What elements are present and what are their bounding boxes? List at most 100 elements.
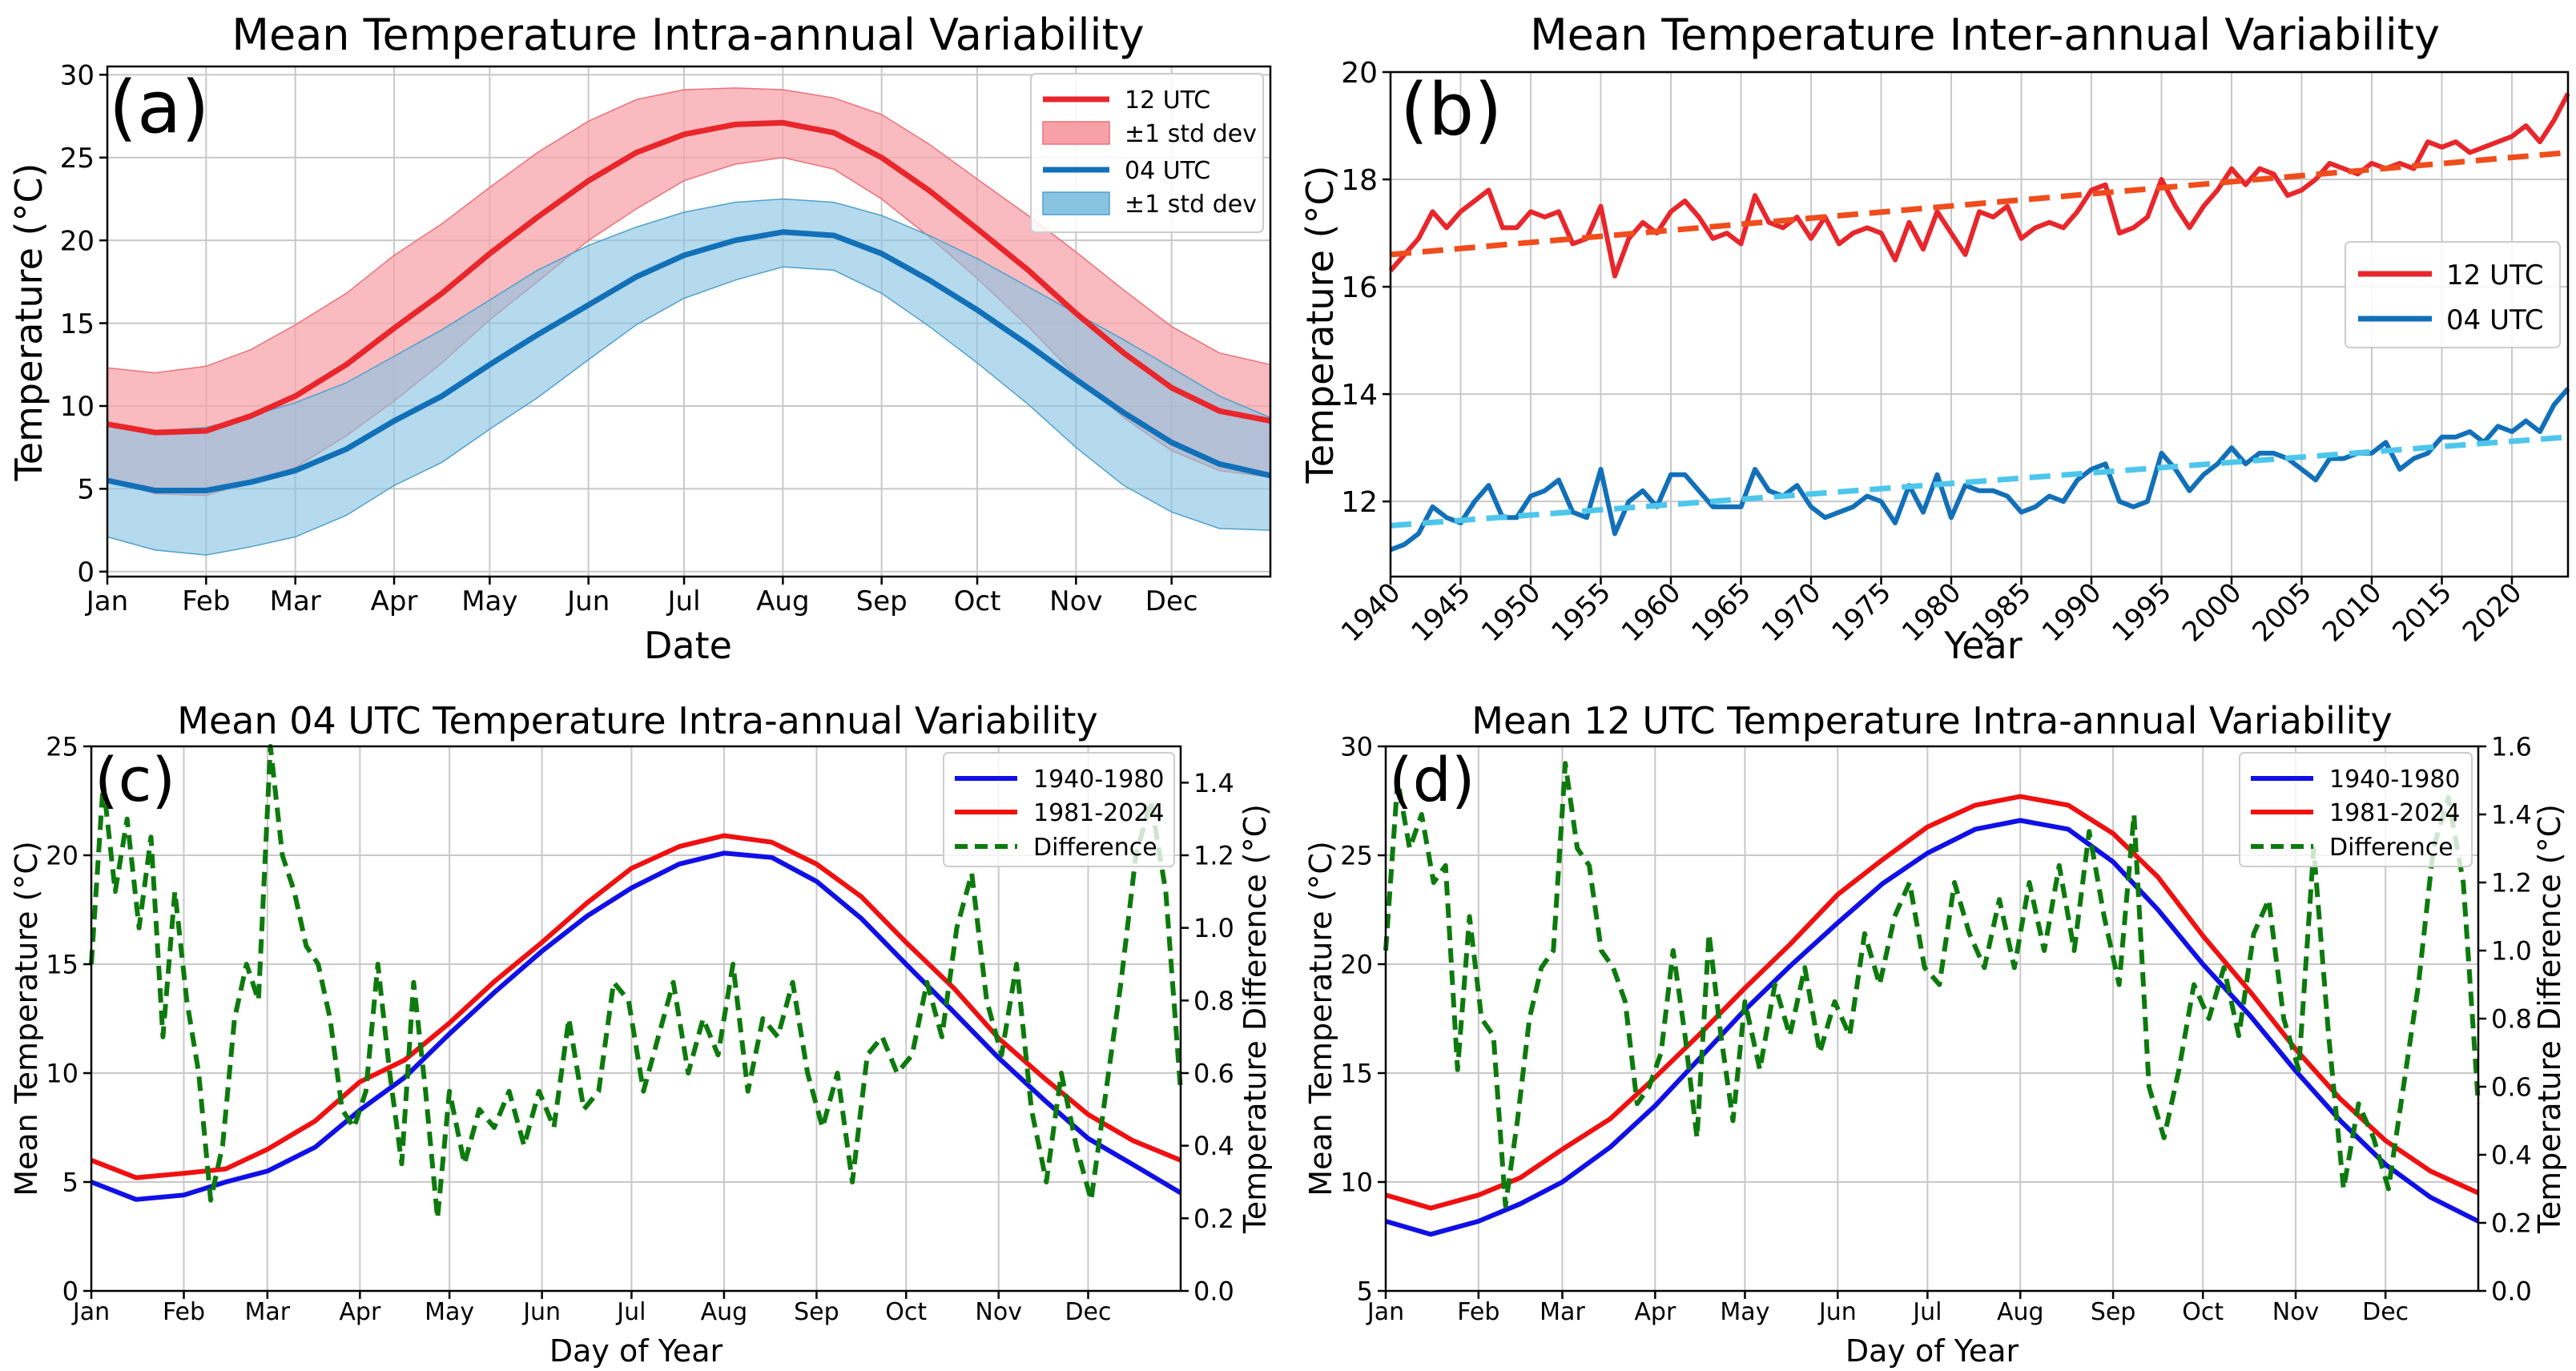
panel-d-xtick-label: Jun (1817, 1298, 1857, 1326)
panel-c-ytick-label: 25 (46, 732, 78, 762)
legend-a-04utc-std-label: ±1 std dev (1125, 191, 1257, 219)
panel-c-xlabel: Day of Year (549, 1333, 723, 1369)
panel-b-ytick-label: 16 (1341, 271, 1378, 304)
panel-d-y2tick-label: 1.0 (2491, 936, 2532, 967)
panel-c-marks (89, 744, 1183, 1221)
panel-b-ytick-label: 14 (1341, 379, 1378, 412)
legend-a-12utc-std-swatch (1042, 121, 1110, 145)
panel-d-ytick-label: 20 (1340, 950, 1373, 980)
panel-c-xtick-label: Aug (701, 1298, 748, 1326)
panel-a-frame (106, 65, 1272, 578)
panel-a-ytick-label: 5 (77, 474, 95, 506)
panel-c-label: (c) (95, 744, 175, 815)
panel-d-legend-box (2239, 752, 2473, 867)
panel-a-line-12utc (107, 119, 1271, 436)
panel-a: Mean Temperature Intra-annual Variabilit… (7, 10, 1272, 667)
panel-b-line-04utc (1389, 387, 2570, 553)
panel-c-y2label: Temperature Difference (°C) (1238, 804, 1273, 1234)
panel-a-xtick-label: Jan (85, 585, 128, 617)
panel-d-y2tick-label: 0.4 (2491, 1140, 2532, 1171)
panel-c-y2tick-label: 0.8 (1193, 986, 1234, 1016)
panel-d-line-1940-1980 (1385, 818, 2480, 1237)
panel-c-xtick-label: Dec (1065, 1298, 1111, 1326)
panel-a-xtick-label: Nov (1049, 585, 1102, 617)
panel-a-ylabel: Temperature (°C) (7, 163, 50, 481)
panel-a-xtick-label: May (461, 585, 517, 617)
legend-a-04utc-std-swatch (1042, 191, 1110, 215)
panel-b-legend: 12 UTC 04 UTC (2345, 241, 2561, 348)
panel-a-xtick-label: Mar (270, 585, 321, 617)
panel-a-xtick-label: Jun (566, 585, 610, 617)
panel-a-title: Mean Temperature Intra-annual Variabilit… (231, 10, 1144, 60)
panel-c-legend: 1940-1980 1981-2024 Difference (943, 752, 1175, 867)
panel-c-ytick-label: 20 (46, 841, 78, 871)
legend-b-12utc-label: 12 UTC (2446, 259, 2543, 291)
panel-a-axes: Jan Feb Mar Apr May Jun Jul Aug Sep Oct Nov Dec 0 5 10… (60, 60, 1198, 617)
panel-a-label: (a) (109, 66, 209, 150)
panel-a-xtick-label: Oct (954, 585, 1001, 617)
panel-c-xtick-label: Oct (885, 1298, 927, 1326)
panel-d-label: (d) (1389, 744, 1475, 815)
panel-b-label: (b) (1400, 68, 1502, 152)
panel-c-ytick-label: 5 (62, 1168, 78, 1198)
panel-a-xlabel: Date (644, 624, 732, 667)
panel-c-axes: Jan Feb Mar Apr May Jun Jul Aug Sep Oct Nov Dec 0 5 10… (46, 732, 1234, 1326)
panel-a-marks (107, 87, 1271, 556)
panel-b-title: Mean Temperature Inter-annual Variabilit… (1530, 10, 2440, 60)
panel-c-xtick-label: Jun (521, 1298, 561, 1326)
panel-c-ylabel: Mean Temperature (°C) (9, 841, 44, 1196)
panel-c-xtick-label: Nov (975, 1298, 1022, 1326)
panel-d-xlabel: Day of Year (1845, 1333, 2019, 1369)
panel-d-y2label: Temperature Difference (°C) (2532, 804, 2567, 1234)
panel-a-legend: 12 UTC ±1 std dev 04 UTC ±1 std dev (1030, 73, 1264, 233)
panel-c-xtick-label: Sep (794, 1298, 839, 1326)
panel-d-y2tick-label: 0.6 (2491, 1072, 2532, 1103)
panel-a-xtick-label: Feb (182, 585, 230, 617)
panel-a-xtick-label: Sep (856, 585, 908, 617)
panel-c-y2tick-label: 1.4 (1193, 768, 1234, 798)
panel-c-xtick-label: May (425, 1298, 474, 1326)
panel-a-ytick-label: 25 (60, 143, 95, 175)
panel-b-trend-12utc (1390, 150, 2569, 258)
panel-d-line-1981-2024 (1385, 794, 2480, 1211)
legend-a-12utc-label: 12 UTC (1125, 86, 1210, 115)
panel-d-xtick-label: Feb (1457, 1298, 1499, 1326)
panel-a-xtick-label: Jul (666, 585, 701, 617)
panel-c-xtick-label: Jan (71, 1298, 110, 1326)
legend-d-diff-label: Difference (2329, 834, 2453, 862)
panel-a-ytick-label: 10 (60, 391, 95, 423)
panel-c: Mean 04 UTC Temperature Intra-annual Var… (9, 699, 1273, 1369)
panel-c-ytick-label: 10 (46, 1059, 78, 1089)
panel-d-xtick-label: May (1720, 1298, 1769, 1326)
panel-a-ytick-label: 15 (60, 308, 95, 340)
panel-c-y2tick-label: 0.2 (1193, 1204, 1234, 1234)
panel-b-marks (1388, 92, 2570, 553)
panel-d-legend: 1940-1980 1981-2024 Difference (2239, 752, 2473, 867)
panel-b-xlabel: Year (1943, 624, 2022, 667)
panel-c-xtick-label: Jul (615, 1298, 646, 1326)
panel-d-y2tick-label: 1.6 (2491, 732, 2532, 762)
panel-b-trend-04utc (1390, 434, 2569, 529)
panel-c-title: Mean 04 UTC Temperature Intra-annual Var… (177, 699, 1097, 742)
panel-d-ytick-label: 10 (1340, 1168, 1373, 1198)
panel-d-y2tick-label: 0.8 (2491, 1004, 2532, 1035)
panel-d-xtick-label: Mar (1540, 1298, 1585, 1326)
legend-d-1940-label: 1940-1980 (2329, 766, 2461, 794)
panel-c-xtick-label: Feb (163, 1298, 205, 1326)
legend-b-04utc-label: 04 UTC (2446, 304, 2543, 336)
panel-d: Mean 12 UTC Temperature Intra-annual Var… (1303, 699, 2567, 1369)
panel-d-xtick-label: Aug (1997, 1298, 2044, 1326)
panel-d-xtick-label: Apr (1634, 1298, 1676, 1326)
panel-a-xtick-label: Aug (756, 585, 809, 617)
panel-a-xtick-label: Apr (371, 585, 418, 617)
panel-c-ytick-label: 0 (62, 1277, 78, 1307)
legend-c-1940-label: 1940-1980 (1033, 766, 1165, 794)
panel-a-ytick-label: 20 (60, 225, 95, 257)
panel-a-ytick-label: 0 (77, 557, 95, 589)
panel-d-marks (1383, 761, 2481, 1237)
panel-d-xtick-label: Jul (1911, 1298, 1942, 1326)
panel-d-xtick-label: Jan (1366, 1298, 1404, 1326)
panel-b-frame (1389, 70, 2570, 578)
panel-d-title: Mean 12 UTC Temperature Intra-annual Var… (1471, 699, 2392, 742)
